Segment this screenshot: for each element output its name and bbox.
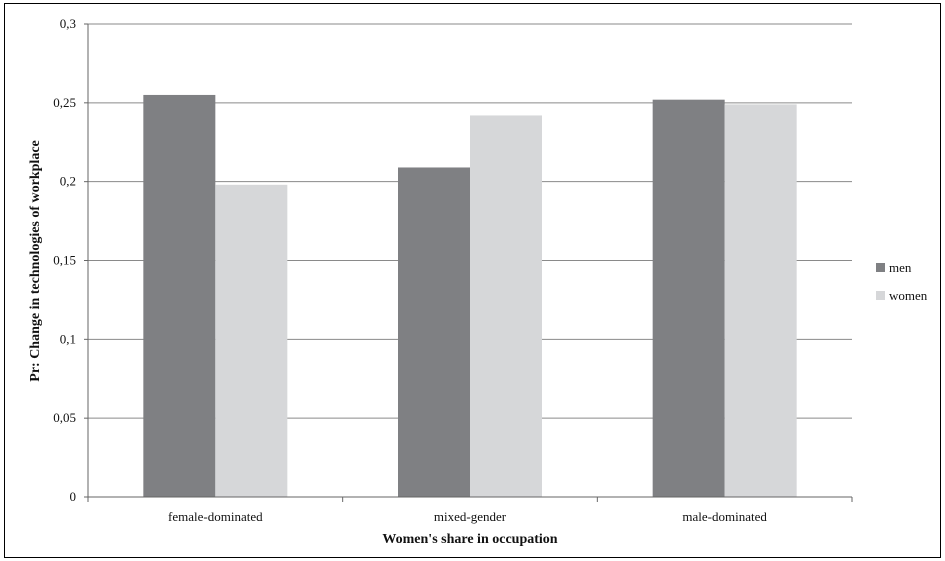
legend-swatch-women	[876, 291, 885, 300]
bar-women	[724, 104, 797, 497]
legend-swatch-men	[876, 263, 885, 272]
y-tick-label: 0,05	[53, 410, 76, 425]
bar-men	[143, 94, 216, 497]
x-tick-label: female-dominated	[168, 509, 263, 524]
legend: men women	[876, 260, 928, 303]
x-tick-label: male-dominated	[682, 509, 767, 524]
bars	[143, 94, 797, 498]
bar-men	[398, 167, 470, 497]
y-axis-title: Pr: Change in technologies of workplace	[28, 140, 43, 381]
bar-women	[215, 184, 288, 497]
y-tick-label: 0,2	[60, 174, 76, 189]
x-tick-labels: female-dominated mixed-gender male-dominat…	[168, 509, 767, 524]
legend-label-women: women	[889, 288, 928, 303]
y-tick-labels: 0 0,05 0,1 0,15 0,2 0,25 0,3	[53, 16, 76, 504]
x-tick-label: mixed-gender	[434, 509, 507, 524]
y-tick-label: 0,25	[53, 95, 76, 110]
y-tick-label: 0,3	[60, 16, 76, 31]
y-tick-label: 0,15	[53, 253, 76, 268]
legend-label-men: men	[889, 260, 912, 275]
bar-women	[470, 115, 542, 498]
axes	[84, 23, 853, 502]
y-tick-label: 0	[70, 489, 77, 504]
y-tick-label: 0,1	[60, 331, 76, 346]
x-axis-title: Women's share in occupation	[382, 532, 557, 547]
bar-men	[652, 99, 725, 498]
